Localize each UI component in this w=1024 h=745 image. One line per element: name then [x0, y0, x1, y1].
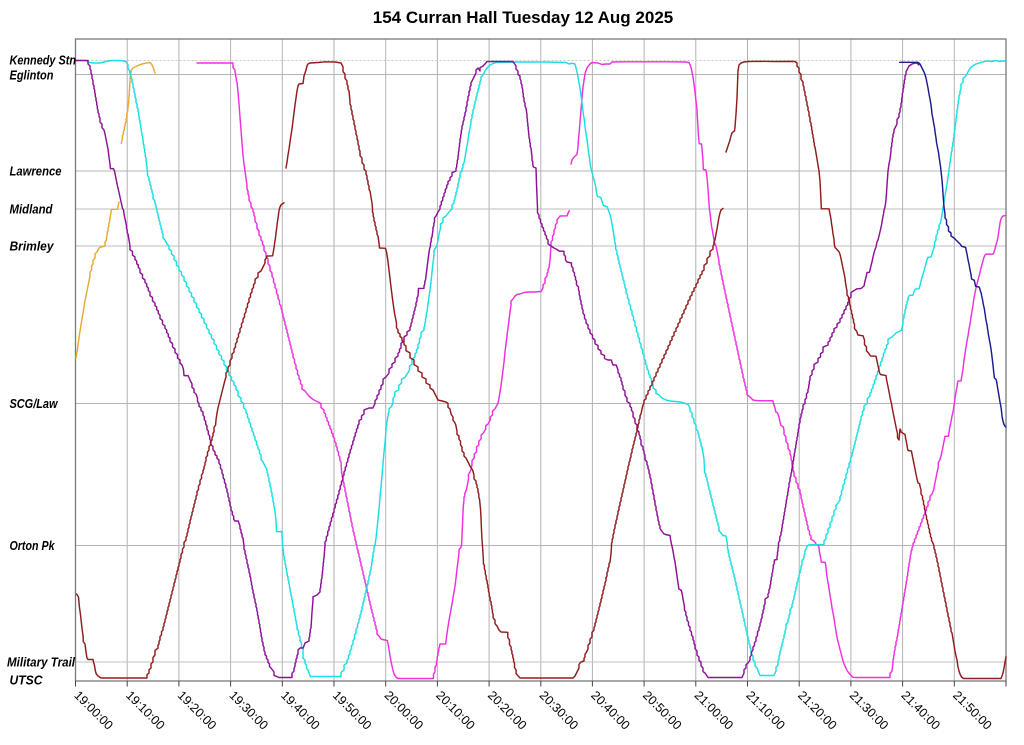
svg-text:Military Trail: Military Trail [7, 655, 75, 670]
svg-text:Kennedy Stn: Kennedy Stn [10, 53, 77, 68]
svg-text:Orton Pk: Orton Pk [10, 538, 56, 553]
svg-text:Brimley: Brimley [10, 239, 55, 254]
svg-text:Lawrence: Lawrence [10, 164, 62, 179]
svg-text:154 Curran Hall Tuesday 12 Aug: 154 Curran Hall Tuesday 12 Aug 2025 [373, 8, 673, 27]
svg-text:Eglinton: Eglinton [10, 68, 54, 83]
svg-text:Midland: Midland [10, 202, 54, 217]
svg-text:UTSC: UTSC [10, 673, 44, 688]
svg-text:SCG/Law: SCG/Law [10, 396, 59, 411]
